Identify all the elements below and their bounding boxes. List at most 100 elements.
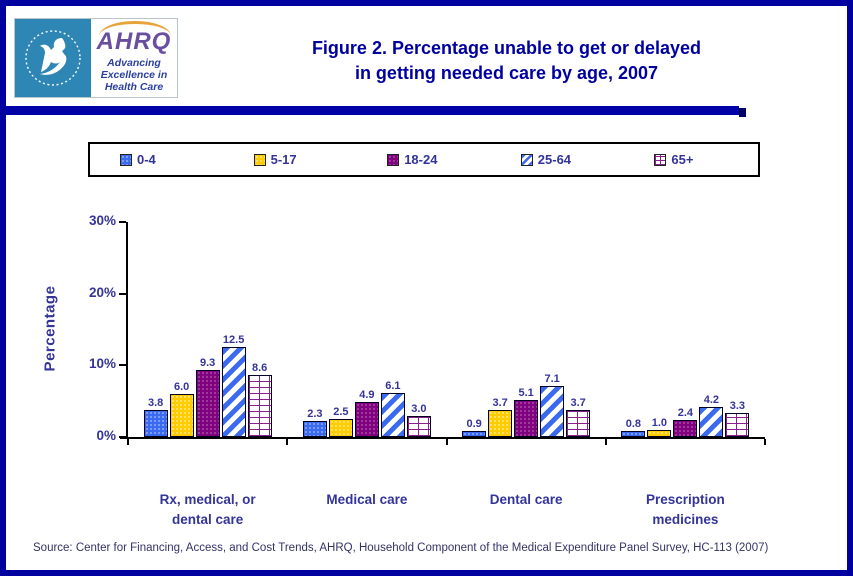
bar-value-label: 0.8 xyxy=(625,418,642,431)
bar-18-24 xyxy=(195,370,220,437)
chart: Percentage 0% 10% 20% 30% 3.8 6.0 9.3 12.5 8.6 Rx… xyxy=(6,184,847,527)
bar-cell: 1.0 xyxy=(647,417,672,437)
bar-cell: 3.3 xyxy=(725,400,750,437)
y-tick-mark xyxy=(119,364,126,367)
bar-65+ xyxy=(406,415,431,437)
bar-cell: 6.0 xyxy=(169,381,194,437)
hhs-seal-icon xyxy=(15,19,91,97)
bar-cell: 8.6 xyxy=(247,362,272,437)
bar-25-64 xyxy=(699,406,724,437)
legend-item-label: 25-64 xyxy=(537,152,572,167)
ahrq-logo: AHRQ Advancing Excellence in Health Care xyxy=(14,18,178,98)
ahrq-tagline-line: Excellence in xyxy=(100,69,168,81)
x-axis-group-tick xyxy=(604,439,607,445)
bar-value-label: 0.9 xyxy=(466,417,482,430)
bar-0-4 xyxy=(143,409,168,437)
bar-cell: 12.5 xyxy=(221,334,246,437)
bar-25-64 xyxy=(540,386,565,437)
legend-item-label: 65+ xyxy=(671,152,694,167)
divider-bar-tip xyxy=(739,108,746,117)
y-tick-label: 0% xyxy=(96,428,116,443)
legend-item-label: 5-17 xyxy=(270,152,297,167)
x-axis-group-tick xyxy=(127,439,129,445)
bar-5-17 xyxy=(488,410,513,437)
category-label: Rx, medical, or dental care xyxy=(123,490,293,530)
legend-item-label: 0-4 xyxy=(137,152,156,167)
bar-25-64 xyxy=(380,393,405,437)
bar-5-17 xyxy=(169,394,194,437)
bar-0-4 xyxy=(302,420,327,437)
bar-value-label: 3.8 xyxy=(147,396,164,409)
bar-25-64 xyxy=(221,347,246,437)
bar-value-label: 1.0 xyxy=(651,416,668,429)
bar-cell: 2.3 xyxy=(302,408,327,437)
figure-title-line1: Figure 2. Percentage unable to get or de… xyxy=(311,38,702,58)
y-tick-label: 10% xyxy=(88,356,116,372)
x-axis-line xyxy=(120,437,765,439)
bar-value-label: 9.3 xyxy=(199,357,216,370)
bar-group-1: 3.8 6.0 9.3 12.5 8.6 xyxy=(128,222,287,437)
legend-item-65+: 65+ xyxy=(624,152,758,167)
solid-blue-swatch-icon xyxy=(120,153,132,166)
bar-5-17 xyxy=(647,429,672,437)
bar-value-label: 2.3 xyxy=(307,407,323,420)
category-label-line: Rx, medical, or xyxy=(159,492,256,507)
x-axis-group-tick xyxy=(286,439,289,445)
category-label-line: Prescription xyxy=(645,492,725,507)
legend-item-label: 18-24 xyxy=(404,152,438,167)
y-tick-mark xyxy=(119,436,126,438)
bar-value-label: 8.6 xyxy=(251,362,268,375)
bar-group-3: 0.9 3.7 5.1 7.1 3.7 xyxy=(447,222,606,437)
y-axis-line xyxy=(126,222,128,437)
bar-18-24 xyxy=(673,419,698,437)
legend: 0-4 5-17 18-24 25-64 65+ xyxy=(88,142,760,177)
bar-value-label: 12.5 xyxy=(222,334,245,347)
legend-item-0-4: 0-4 xyxy=(90,152,224,167)
bar-value-label: 3.7 xyxy=(570,397,586,410)
bar-value-label: 2.4 xyxy=(677,406,694,419)
bar-value-label: 3.3 xyxy=(729,400,746,413)
bar-cell: 0.9 xyxy=(462,418,487,437)
solid-yellow-swatch-icon xyxy=(253,153,266,166)
category-label-line: Dental care xyxy=(489,492,563,507)
bar-cell: 2.5 xyxy=(328,406,353,437)
category-label: Prescription medicines xyxy=(600,490,770,530)
bar-cell: 4.2 xyxy=(699,394,724,437)
legend-item-18-24: 18-24 xyxy=(357,152,491,167)
x-axis-group-tick xyxy=(764,439,766,445)
bar-65+ xyxy=(566,410,591,437)
bar-cell: 6.1 xyxy=(380,380,405,437)
category-label: Medical care xyxy=(282,490,452,510)
category-label: Dental care xyxy=(441,490,611,510)
category-label-line: dental care xyxy=(171,512,244,527)
bar-value-label: 3.0 xyxy=(411,402,427,415)
bar-cell: 3.8 xyxy=(143,397,168,437)
ahrq-tagline: Advancing Excellence in Health Care xyxy=(91,57,177,93)
divider-bar xyxy=(6,106,746,117)
category-label-line: medicines xyxy=(652,512,719,527)
source-note: Source: Center for Financing, Access, an… xyxy=(33,542,769,554)
bar-group-4: 0.8 1.0 2.4 4.2 3.3 xyxy=(606,222,765,437)
bar-cell: 0.8 xyxy=(621,418,646,437)
bar-cell: 2.4 xyxy=(673,407,698,437)
y-tick-mark xyxy=(119,292,126,295)
ahrq-arc-icon xyxy=(99,21,171,51)
bar-18-24 xyxy=(354,401,379,437)
ahrq-tagline-line: Advancing xyxy=(107,57,161,69)
ahrq-tagline-line: Health Care xyxy=(104,81,164,93)
bar-value-label: 3.7 xyxy=(492,397,508,410)
legend-item-25-64: 25-64 xyxy=(491,152,625,167)
figure-title-line2: in getting needed care by age, 2007 xyxy=(354,63,659,83)
figure-content: AHRQ Advancing Excellence in Health Care F… xyxy=(6,6,847,570)
category-label-line: Medical care xyxy=(326,492,408,507)
bar-value-label: 2.5 xyxy=(333,406,349,419)
hatch-blue-swatch-icon xyxy=(520,153,533,166)
ahrq-logo-text: AHRQ Advancing Excellence in Health Care xyxy=(91,19,177,97)
solid-purple-swatch-icon xyxy=(387,153,400,166)
bar-cell: 9.3 xyxy=(195,357,220,437)
bar-cell: 3.7 xyxy=(566,397,591,437)
bar-group-2: 2.3 2.5 4.9 6.1 3.0 xyxy=(287,222,446,437)
bar-5-17 xyxy=(328,419,353,437)
y-tick-label: 20% xyxy=(88,284,116,300)
